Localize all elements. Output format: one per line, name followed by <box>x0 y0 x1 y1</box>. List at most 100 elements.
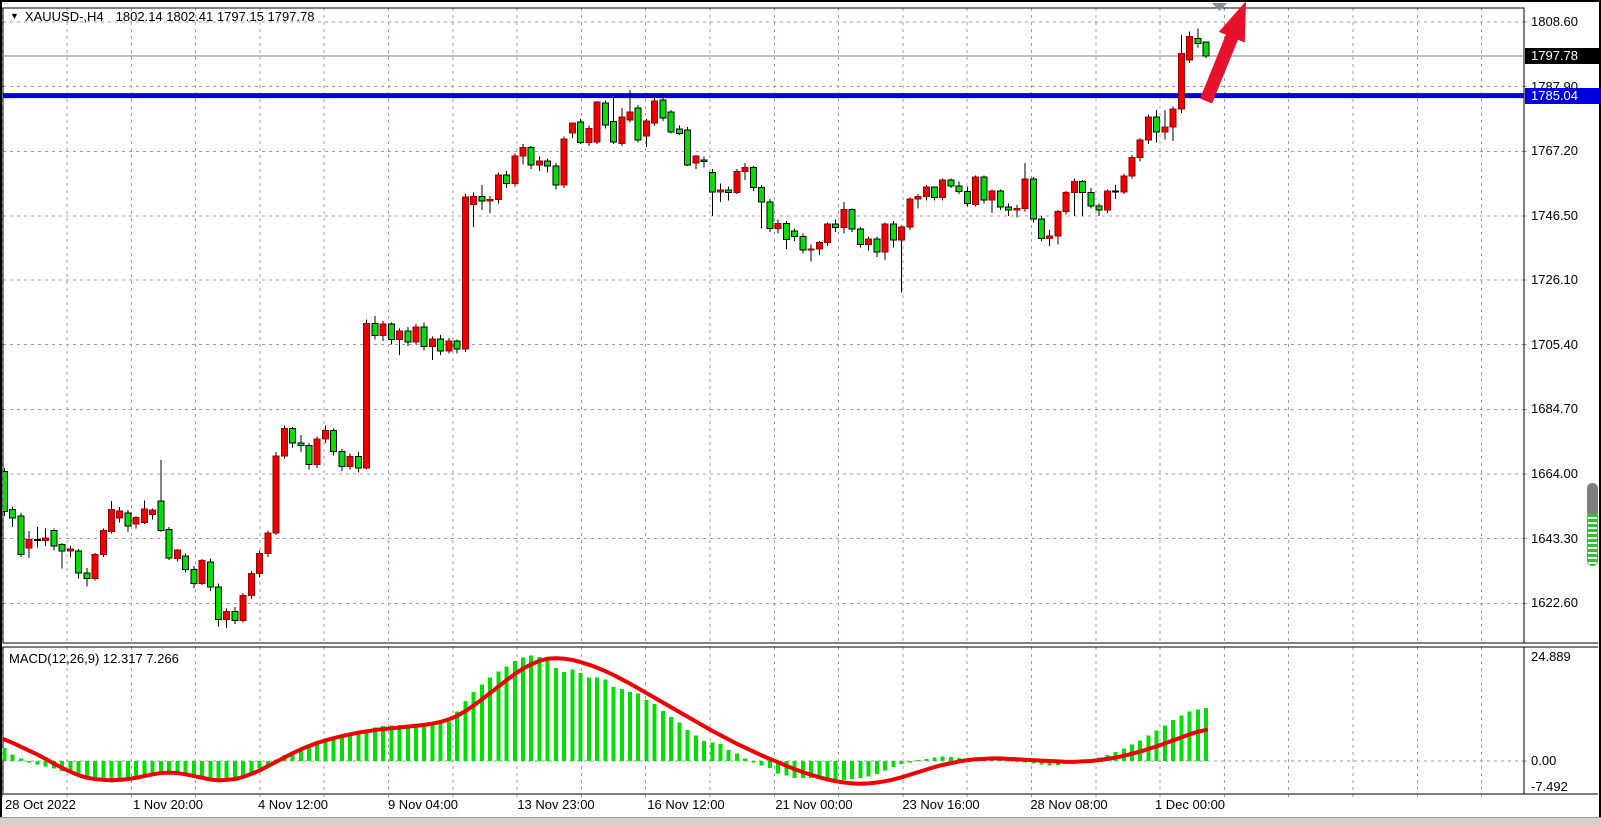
candle-bullish <box>1046 235 1054 239</box>
macd-bar <box>1204 708 1209 761</box>
candle-bullish <box>1120 175 1128 193</box>
candle-bearish <box>3 471 8 513</box>
candle-bearish <box>1079 180 1087 194</box>
candle-bullish <box>1136 139 1144 159</box>
candle-bullish <box>116 510 124 519</box>
macd-bar <box>397 724 402 761</box>
candle-bullish <box>149 509 157 516</box>
candle-bullish <box>494 174 502 201</box>
candle-bearish <box>297 442 305 446</box>
candle-bullish <box>972 176 980 206</box>
macd-bar <box>224 761 229 779</box>
macd-bar <box>208 761 213 779</box>
candle-bearish <box>955 185 963 192</box>
macd-bar <box>381 726 386 761</box>
candle-bearish <box>659 99 667 119</box>
price-axis-label: 1746.50 <box>1531 208 1578 224</box>
macd-bar <box>907 761 912 763</box>
scrollbar-grip[interactable] <box>1587 514 1598 566</box>
macd-bar <box>545 659 550 761</box>
candle-bearish <box>305 444 313 466</box>
macd-bar <box>685 730 690 761</box>
scroll-to-end-marker-icon[interactable] <box>1212 3 1227 11</box>
candle-bullish <box>1186 35 1194 61</box>
candle-bearish <box>930 186 938 199</box>
macd-bar <box>578 672 583 761</box>
macd-bar <box>611 687 616 761</box>
candle-bearish <box>1095 205 1103 211</box>
hline-price-tag[interactable]: 1785.04 <box>1525 88 1601 104</box>
candle-bullish <box>470 195 478 206</box>
candle-bearish <box>420 326 428 347</box>
macd-bar <box>142 761 147 777</box>
macd-bar <box>891 761 896 768</box>
macd-bar <box>800 761 805 779</box>
macd-bar <box>603 679 608 761</box>
price-axis-label: 1622.60 <box>1531 595 1578 611</box>
macd-bar <box>710 742 715 761</box>
macd-bar <box>446 721 451 761</box>
candle-bearish <box>387 323 395 341</box>
macd-bar <box>257 761 262 769</box>
macd-bar <box>627 691 632 761</box>
candle-bearish <box>371 322 379 337</box>
macd-bar <box>339 736 344 761</box>
candle-bullish <box>173 549 181 559</box>
window-border-top <box>0 0 1601 2</box>
status-strip <box>0 817 1601 825</box>
candle-bearish <box>996 190 1004 208</box>
trend-arrow-head[interactable] <box>1218 1 1246 43</box>
candle-bullish <box>461 196 469 350</box>
macd-bar <box>331 738 336 761</box>
macd-bar <box>471 692 476 761</box>
candle-bearish <box>1029 178 1037 220</box>
macd-bar <box>817 761 822 780</box>
candle-bullish <box>807 248 815 251</box>
candle-bullish <box>1169 108 1177 128</box>
macd-bar <box>1014 761 1019 762</box>
macd-bar <box>463 700 468 761</box>
macd-bar <box>298 748 303 761</box>
macd-bar <box>512 661 517 761</box>
candle-bearish <box>124 512 132 527</box>
macd-bar <box>290 751 295 761</box>
scrollbar-thumb[interactable] <box>1587 483 1598 514</box>
macd-bar <box>109 761 114 780</box>
candle-bullish <box>519 147 527 157</box>
candle-bullish <box>642 120 650 137</box>
panel-frames <box>2 7 1598 795</box>
collapse-objects-icon[interactable]: ▼ <box>10 11 19 21</box>
candle-bearish <box>190 568 198 584</box>
price-axis-label: 1684.70 <box>1531 401 1578 417</box>
candle-bearish <box>749 167 757 189</box>
candle-bullish <box>988 190 996 201</box>
trend-arrow-shaft[interactable] <box>1199 34 1239 104</box>
candle-bullish <box>396 330 404 341</box>
candle-bullish <box>535 160 543 166</box>
candle-bullish <box>692 155 700 164</box>
macd-bar <box>916 760 921 762</box>
macd-bar <box>307 745 312 761</box>
macd-bar <box>430 724 435 761</box>
candle-bullish <box>898 226 906 241</box>
macd-bar <box>496 671 501 761</box>
macd-bar <box>644 699 649 761</box>
macd-bar <box>200 761 205 777</box>
candle-bearish <box>782 222 790 241</box>
candle-bullish <box>1070 180 1078 194</box>
macd-bar <box>1031 761 1036 764</box>
macd-bar <box>76 761 81 775</box>
time-axis-label: 4 Nov 12:00 <box>257 797 329 812</box>
candle-bullish <box>1177 52 1185 110</box>
macd-bar <box>43 761 48 767</box>
candle-bearish <box>552 165 560 186</box>
macd-bar <box>167 761 172 772</box>
macd-bar <box>35 761 40 765</box>
candle-bearish <box>848 209 856 230</box>
macd-bar <box>232 761 237 778</box>
candle-bearish <box>206 561 214 588</box>
macd-bar <box>570 669 575 761</box>
macd-bar <box>158 761 163 774</box>
